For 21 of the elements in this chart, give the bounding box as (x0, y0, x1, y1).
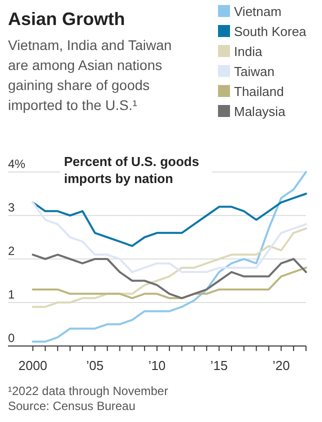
legend-label: Taiwan (234, 64, 274, 79)
chart-subtitle: Vietnam, India and Taiwan are among Asian nations gaining share of goods imported to the U.S.¹ (8, 37, 172, 113)
legend-label: South Korea (234, 24, 308, 39)
x-tick-label: ’15 (210, 358, 228, 373)
legend-label: Malaysia (234, 104, 286, 119)
y-tick-label: 2 (8, 244, 15, 258)
y-tick-label: 3 (8, 200, 15, 214)
legend-label: India (234, 44, 263, 59)
x-tick-label: ’20 (272, 358, 290, 373)
x-tick-label: ’10 (148, 358, 166, 373)
legend-label: Thailand (234, 84, 284, 99)
y-axis-title: Percent of U.S. goods imports by nation (64, 154, 200, 186)
x-tick-label: ’05 (86, 358, 104, 373)
chart-title: Asian Growth (8, 9, 126, 29)
y-tick-label: 0 (8, 331, 15, 345)
y-tick-label: 4% (8, 157, 26, 171)
text: ¹2022 data through November (8, 384, 168, 398)
legend-label: Vietnam (234, 4, 282, 19)
source-note: Source: Census Bureau (8, 399, 136, 413)
y-tick-label: 1 (8, 288, 15, 302)
x-tick-label: 2000 (18, 358, 48, 373)
